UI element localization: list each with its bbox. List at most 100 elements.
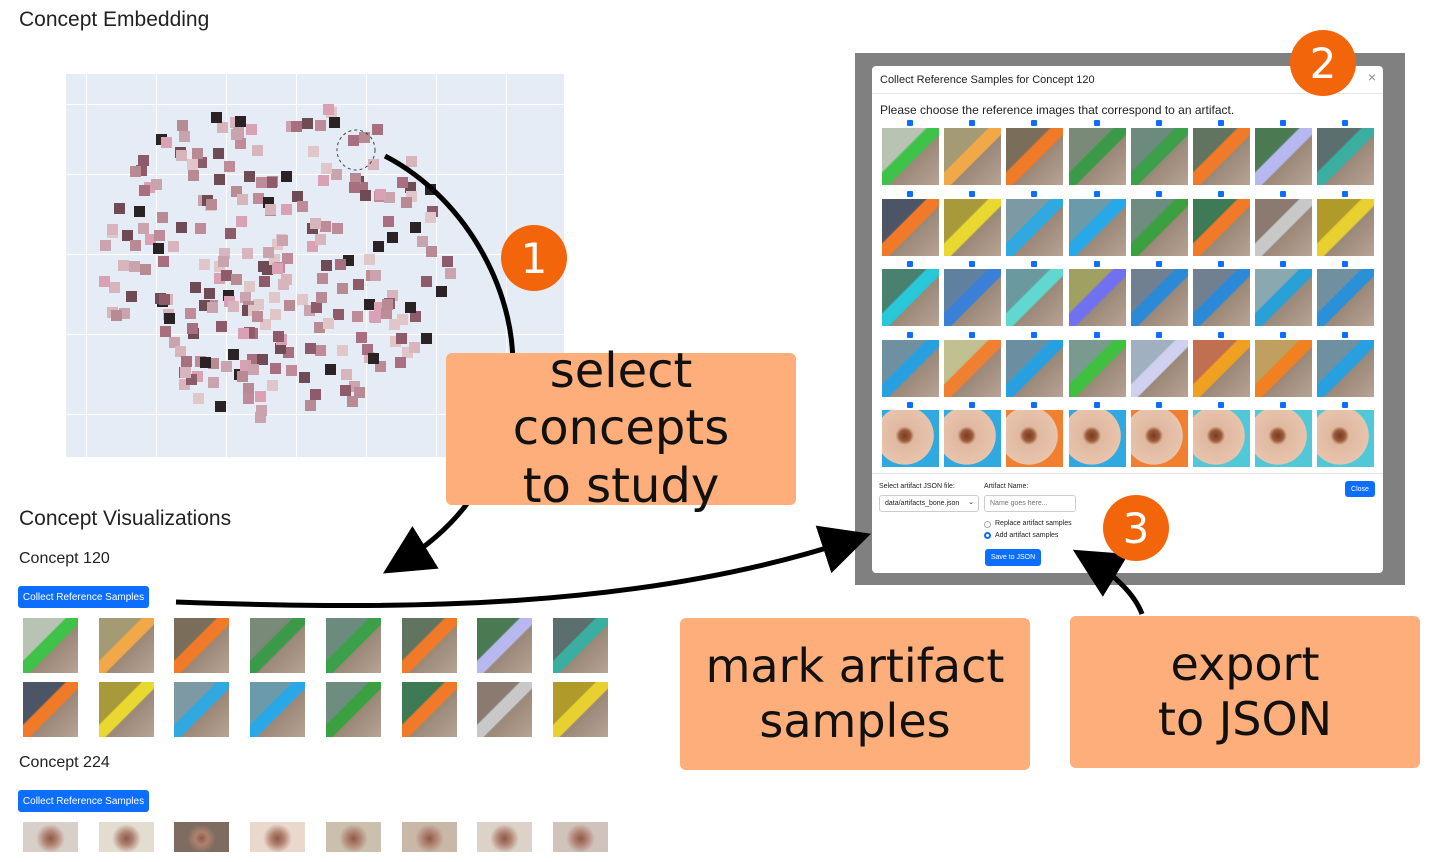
reference-checkbox[interactable]: [969, 190, 976, 197]
embedding-thumb[interactable]: [383, 215, 395, 227]
reference-checkbox[interactable]: [907, 120, 913, 126]
embedding-thumb[interactable]: [228, 348, 240, 360]
embedding-thumb[interactable]: [333, 308, 345, 320]
embedding-thumb[interactable]: [408, 341, 420, 353]
embedding-thumb[interactable]: [223, 160, 235, 172]
reference-image[interactable]: [944, 198, 1002, 256]
embedding-thumb[interactable]: [342, 255, 354, 267]
concept-thumbnail[interactable]: [552, 682, 608, 737]
embedding-thumb[interactable]: [361, 344, 373, 356]
reference-checkbox[interactable]: [1031, 331, 1038, 338]
reference-checkbox[interactable]: [1342, 120, 1349, 126]
embedding-thumb[interactable]: [349, 172, 361, 184]
embedding-thumb[interactable]: [255, 404, 267, 416]
embedding-thumb[interactable]: [246, 124, 258, 136]
reference-checkbox[interactable]: [1280, 331, 1287, 338]
embedding-thumb[interactable]: [256, 176, 268, 188]
embedding-thumb[interactable]: [348, 381, 360, 393]
embedding-thumb[interactable]: [175, 221, 187, 233]
embedding-thumb[interactable]: [421, 275, 433, 287]
reference-checkbox[interactable]: [969, 120, 976, 126]
concept-thumbnail[interactable]: [552, 822, 608, 852]
embedding-thumb[interactable]: [130, 165, 142, 177]
embedding-thumb[interactable]: [267, 380, 279, 392]
reference-checkbox[interactable]: [1280, 402, 1287, 408]
reference-image[interactable]: [1130, 339, 1188, 397]
embedding-thumb[interactable]: [215, 321, 227, 333]
concept-thumbnail[interactable]: [23, 822, 78, 852]
reference-checkbox[interactable]: [1155, 331, 1162, 338]
embedding-thumb[interactable]: [276, 234, 288, 246]
reference-image[interactable]: [1317, 339, 1375, 397]
embedding-thumb[interactable]: [192, 148, 204, 160]
reference-image[interactable]: [1006, 339, 1064, 397]
reference-checkbox[interactable]: [1218, 331, 1224, 338]
embedding-thumb[interactable]: [100, 239, 112, 251]
embedding-thumb[interactable]: [194, 223, 206, 235]
concept-thumbnail[interactable]: [401, 682, 457, 737]
embedding-thumb[interactable]: [109, 281, 121, 293]
embedding-thumb[interactable]: [263, 247, 275, 259]
embedding-thumb[interactable]: [195, 156, 207, 168]
embedding-thumb[interactable]: [351, 311, 363, 323]
reference-image[interactable]: [1006, 269, 1064, 326]
embedding-thumb[interactable]: [213, 273, 225, 285]
reference-image[interactable]: [1193, 410, 1250, 467]
reference-image[interactable]: [1255, 269, 1313, 326]
embedding-thumb[interactable]: [187, 322, 199, 334]
embedding-thumb[interactable]: [214, 174, 226, 186]
reference-checkbox[interactable]: [1155, 190, 1162, 197]
reference-image[interactable]: [944, 410, 1002, 467]
embedding-thumb[interactable]: [370, 269, 382, 281]
embedding-thumb[interactable]: [310, 217, 322, 229]
reference-image[interactable]: [1317, 128, 1375, 185]
embedding-thumb[interactable]: [144, 182, 156, 194]
artifact-file-select[interactable]: data/artifacts_bone.json ⌄: [879, 495, 979, 512]
embedding-thumb[interactable]: [218, 248, 230, 260]
reference-image[interactable]: [944, 339, 1002, 397]
reference-image[interactable]: [1317, 198, 1375, 256]
embedding-thumb[interactable]: [310, 302, 322, 314]
embedding-thumb[interactable]: [348, 182, 360, 194]
embedding-thumb[interactable]: [223, 295, 235, 307]
reference-checkbox[interactable]: [1342, 402, 1349, 408]
reference-image[interactable]: [882, 339, 939, 397]
embedding-thumb[interactable]: [402, 346, 414, 358]
embedding-thumb[interactable]: [426, 246, 438, 258]
reference-checkbox[interactable]: [907, 261, 913, 267]
reference-image[interactable]: [1068, 339, 1126, 397]
embedding-thumb[interactable]: [239, 292, 251, 304]
embedding-thumb[interactable]: [389, 319, 401, 331]
embedding-thumb[interactable]: [268, 254, 280, 266]
concept-thumbnail[interactable]: [98, 618, 154, 673]
embedding-thumb[interactable]: [328, 116, 340, 128]
reference-checkbox[interactable]: [1218, 190, 1224, 197]
embedding-thumb[interactable]: [130, 239, 142, 251]
embedding-thumb[interactable]: [122, 230, 134, 242]
embedding-thumb[interactable]: [297, 200, 308, 212]
reference-checkbox[interactable]: [1218, 120, 1224, 126]
save-to-json-button[interactable]: Save to JSON: [985, 549, 1041, 566]
embedding-thumb[interactable]: [190, 281, 201, 293]
embedding-thumb[interactable]: [248, 305, 260, 317]
embedding-thumb[interactable]: [363, 298, 375, 310]
embedding-thumb[interactable]: [404, 302, 416, 314]
collect-reference-samples-120-button[interactable]: Collect Reference Samples: [18, 586, 149, 608]
embedding-thumb[interactable]: [192, 371, 204, 383]
embedding-thumb[interactable]: [160, 325, 172, 337]
concept-thumbnail[interactable]: [477, 822, 533, 852]
embedding-thumb[interactable]: [210, 112, 222, 124]
embedding-thumb[interactable]: [186, 374, 198, 386]
reference-image[interactable]: [1068, 269, 1126, 326]
embedding-thumb[interactable]: [359, 132, 371, 144]
embedding-thumb[interactable]: [384, 191, 396, 203]
embedding-thumb[interactable]: [389, 336, 401, 348]
embedding-thumb[interactable]: [231, 185, 243, 197]
embedding-thumb[interactable]: [151, 179, 163, 191]
embedding-thumb[interactable]: [304, 400, 316, 412]
embedding-thumb[interactable]: [243, 280, 255, 292]
embedding-thumb[interactable]: [357, 182, 369, 194]
embedding-thumb[interactable]: [336, 344, 348, 356]
embedding-thumb[interactable]: [322, 318, 334, 330]
embedding-thumb[interactable]: [242, 393, 254, 405]
